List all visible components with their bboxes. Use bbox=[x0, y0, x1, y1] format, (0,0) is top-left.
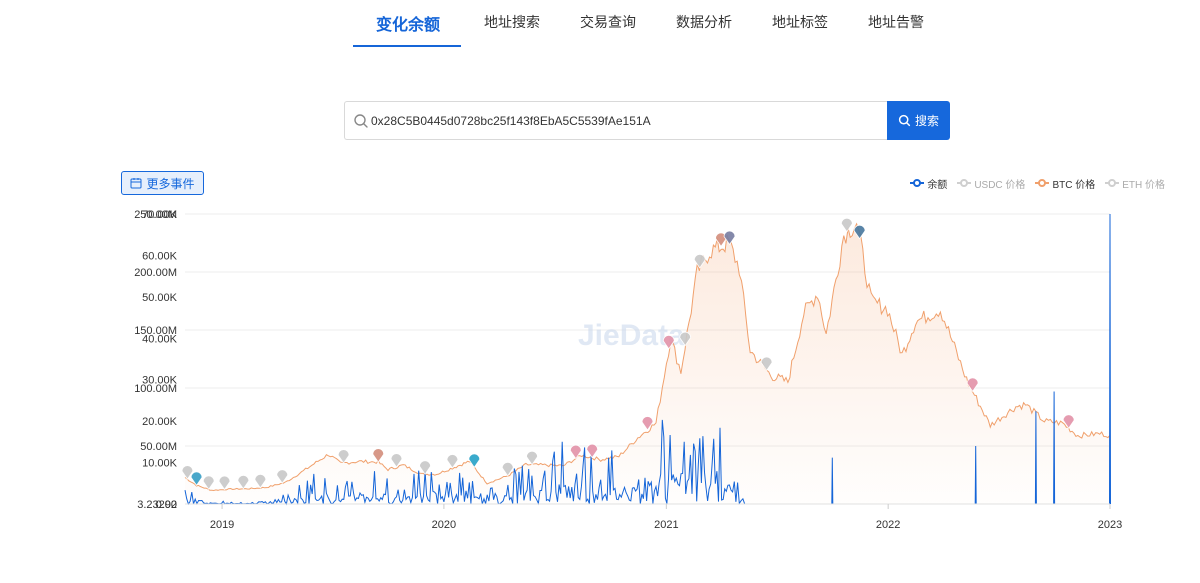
x-axis: 2019 2020 2021 2022 2023 bbox=[185, 503, 1122, 531]
tab-balance-change[interactable]: 变化余额 bbox=[376, 17, 441, 34]
event-pin[interactable] bbox=[853, 224, 866, 240]
event-pin[interactable] bbox=[526, 450, 538, 466]
event-pin[interactable] bbox=[372, 448, 385, 463]
event-pin[interactable] bbox=[446, 454, 459, 469]
legend-item-usdc[interactable]: USDC 价格 bbox=[957, 176, 1026, 191]
y-left-tick-label: 3.23292 bbox=[137, 499, 177, 511]
event-pin[interactable] bbox=[569, 444, 582, 460]
event-pin[interactable] bbox=[693, 254, 706, 269]
event-pin[interactable] bbox=[254, 474, 267, 489]
x-tick-label: 2020 bbox=[432, 519, 456, 531]
event-pin[interactable] bbox=[276, 469, 289, 484]
legend-mark bbox=[957, 178, 972, 188]
address-search-input[interactable] bbox=[371, 102, 871, 139]
event-markers bbox=[181, 217, 1075, 491]
y-right-tick-label: 10.00K bbox=[142, 458, 178, 470]
x-tick-label: 2019 bbox=[210, 519, 234, 531]
search-box bbox=[344, 101, 888, 140]
more-events-label: 更多事件 bbox=[146, 176, 195, 191]
event-pin[interactable] bbox=[190, 471, 203, 487]
event-pin[interactable] bbox=[966, 377, 979, 393]
tab-address-search[interactable]: 地址搜索 bbox=[484, 14, 540, 30]
x-tick-label: 2022 bbox=[876, 519, 900, 531]
chart-legend: 余额 USDC 价格 BTC 价格 ETH 价格 bbox=[910, 176, 1165, 191]
tab-transaction-query[interactable]: 交易查询 bbox=[580, 14, 636, 30]
y-right-tick-label: 30.00K bbox=[142, 375, 178, 387]
x-tick-label: 2023 bbox=[1098, 519, 1122, 531]
search-button[interactable]: 搜索 bbox=[887, 101, 950, 140]
y-right-tick-label: 60.00K bbox=[142, 250, 178, 262]
y-axis-left: 3.23292 50.00M 100.00M 150.00M 200.00M 250.00… bbox=[134, 209, 177, 511]
event-pin[interactable] bbox=[419, 460, 431, 475]
legend-mark bbox=[1035, 178, 1050, 188]
event-pin[interactable] bbox=[641, 416, 654, 431]
x-tick-label: 2021 bbox=[654, 519, 678, 531]
btc-price-area bbox=[185, 223, 1110, 505]
event-pin[interactable] bbox=[723, 230, 736, 246]
y-left-tick-label: 100.00M bbox=[134, 383, 177, 395]
tab-data-analysis[interactable]: 数据分析 bbox=[676, 14, 732, 30]
legend-item-eth[interactable]: ETH 价格 bbox=[1105, 176, 1165, 191]
balance-price-chart[interactable]: JieData 3.2329250.00M100.00M150.00M200.0… bbox=[0, 200, 1200, 540]
active-tab-indicator bbox=[353, 45, 461, 47]
tab-address-labels[interactable]: 地址标签 bbox=[772, 14, 828, 30]
event-pin[interactable] bbox=[760, 356, 773, 372]
y-right-tick-label: 50.00K bbox=[142, 292, 178, 304]
y-left-tick-label: 150.00M bbox=[134, 325, 177, 337]
legend-mark bbox=[910, 178, 925, 188]
event-pin[interactable] bbox=[662, 335, 675, 350]
event-pin[interactable] bbox=[218, 475, 231, 491]
more-events-button[interactable]: 更多事件 bbox=[121, 171, 204, 195]
y-right-tick-label: 0.00 bbox=[156, 499, 177, 511]
calendar-icon bbox=[130, 178, 142, 189]
legend-label: BTC 价格 bbox=[1052, 179, 1096, 191]
event-pin[interactable] bbox=[840, 217, 853, 233]
event-pin[interactable] bbox=[501, 462, 514, 477]
event-pin[interactable] bbox=[237, 474, 250, 490]
legend-label: USDC 价格 bbox=[974, 179, 1026, 191]
event-pin[interactable] bbox=[390, 453, 403, 468]
legend-mark bbox=[1105, 178, 1120, 188]
event-pin[interactable] bbox=[679, 331, 692, 347]
legend-label: 余额 bbox=[927, 179, 948, 191]
search-icon bbox=[354, 114, 368, 128]
tab-address-alerts[interactable]: 地址告警 bbox=[868, 14, 924, 30]
y-left-tick-label: 50.00M bbox=[140, 441, 177, 453]
search-icon bbox=[898, 114, 911, 127]
y-right-tick-label: 70.00K bbox=[142, 209, 178, 221]
event-pin[interactable] bbox=[181, 465, 194, 480]
y-axis-right: 0.00 10.00K 20.00K 30.00K 40.00K 50.00K 60.00K… bbox=[142, 209, 178, 511]
y-left-tick-label: 250.00M bbox=[134, 209, 177, 221]
y-left-tick-label: 200.00M bbox=[134, 267, 177, 279]
top-nav: 变化余额 地址搜索 交易查询 数据分析 地址标签 地址告警 bbox=[0, 0, 1200, 48]
search-button-label: 搜索 bbox=[914, 114, 939, 128]
balance-line bbox=[184, 213, 1111, 506]
event-pin[interactable] bbox=[468, 453, 481, 469]
legend-item-btc[interactable]: BTC 价格 bbox=[1035, 176, 1096, 191]
btc-price-line bbox=[184, 222, 1111, 492]
event-pin[interactable] bbox=[1062, 414, 1075, 429]
event-pin[interactable] bbox=[337, 449, 350, 464]
event-pin[interactable] bbox=[586, 443, 599, 459]
y-right-tick-label: 20.00K bbox=[142, 416, 178, 428]
event-pin[interactable] bbox=[202, 475, 215, 491]
y-right-tick-label: 40.00K bbox=[142, 333, 178, 345]
legend-item-balance[interactable]: 余额 bbox=[910, 176, 948, 191]
legend-label: ETH 价格 bbox=[1122, 179, 1165, 191]
